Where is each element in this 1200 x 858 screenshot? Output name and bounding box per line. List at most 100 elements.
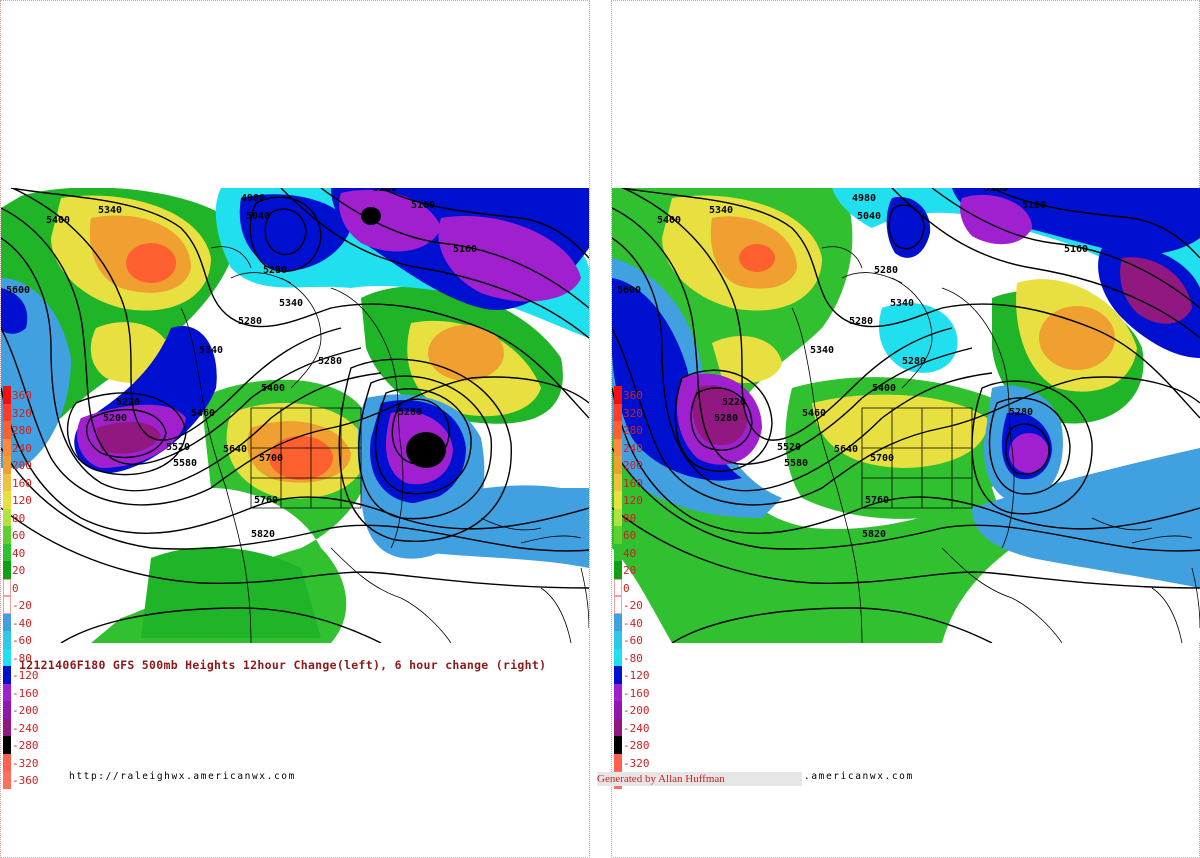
legend-swatch [3,386,11,404]
legend-label: -20 [12,599,32,612]
legend-entry: 240 [3,438,45,456]
svg-text:5340: 5340 [199,345,223,356]
svg-text:5600: 5600 [617,285,641,296]
legend-swatch [614,491,622,509]
legend-entry: -20 [3,596,45,614]
svg-text:5220: 5220 [722,397,746,408]
legend-entry: 40 [614,543,656,561]
legend-label: 120 [623,494,643,507]
legend-entry: -320 [3,753,45,771]
svg-text:5280: 5280 [373,188,397,194]
legend-swatch [614,596,622,614]
svg-text:5280: 5280 [238,316,262,327]
legend-entry: -280 [614,736,656,754]
svg-text:5040: 5040 [857,211,881,222]
svg-text:5400: 5400 [46,215,70,226]
legend-label: -120 [623,669,650,682]
legend-swatch [3,526,11,544]
legend-swatch [614,683,622,701]
legend-entry: 200 [614,456,656,474]
legend-swatch [3,753,11,771]
legend-entry: -200 [614,701,656,719]
legend-label: 120 [12,494,32,507]
svg-text:5520: 5520 [777,442,801,453]
legend-entry: 60 [614,526,656,544]
legend-swatch [614,648,622,666]
svg-text:5280: 5280 [714,413,738,424]
legend-entry: -20 [614,596,656,614]
svg-text:5700: 5700 [259,453,283,464]
right-height-change-map: 5280 4980 5040 5340 5400 5100 5160 5600 … [612,188,1200,643]
legend-entry: -160 [614,683,656,701]
legend-label: 0 [12,581,19,595]
legend-entry: 20 [614,561,656,579]
legend-swatch [614,753,622,771]
svg-text:5280: 5280 [318,356,342,367]
legend-swatch [3,456,11,474]
svg-text:5040: 5040 [246,211,270,222]
legend-label: 160 [12,476,32,490]
legend-label: 80 [12,511,26,525]
svg-text:5600: 5600 [6,285,30,296]
svg-text:5760: 5760 [865,495,889,506]
legend-label: -280 [623,739,650,752]
svg-text:5280: 5280 [263,265,287,276]
legend-swatch [3,613,11,631]
legend-label: 200 [623,459,643,472]
legend-entry: -40 [3,613,45,631]
legend-swatch [3,473,11,491]
legend-label: 360 [12,389,32,402]
svg-text:5760: 5760 [254,495,278,506]
legend-label: 60 [12,529,26,542]
legend-entry: -80 [3,648,45,666]
legend-label: -360 [12,774,39,787]
legend-label: 280 [623,424,643,437]
legend-entry: -40 [614,613,656,631]
svg-text:5280: 5280 [874,265,898,276]
legend-label: -80 [12,651,32,665]
legend-entry: 80 [614,508,656,526]
legend-swatch [614,438,622,456]
legend-label: 280 [12,424,32,437]
legend-entry: -80 [614,648,656,666]
legend-label: 240 [623,441,643,455]
legend-label: 0 [623,581,630,595]
svg-text:5340: 5340 [890,298,914,309]
svg-text:5460: 5460 [802,408,826,419]
legend-swatch [614,456,622,474]
legend-swatch [614,666,622,684]
legend-entry: 120 [3,491,45,509]
legend-swatch [3,771,11,789]
svg-text:5160: 5160 [1064,244,1088,255]
legend-swatch [614,736,622,754]
svg-text:5280: 5280 [849,316,873,327]
legend-entry: -160 [3,683,45,701]
legend-entry: -320 [614,753,656,771]
legend-entry: 40 [3,543,45,561]
legend-entry: 160 [614,473,656,491]
svg-text:5820: 5820 [251,529,275,540]
right-color-legend: 360 320 280 240 200 160 120 80 60 40 20 0 -20 -40 -60-… [614,386,656,789]
svg-text:5340: 5340 [279,298,303,309]
svg-text:5400: 5400 [657,215,681,226]
legend-entry: -120 [614,666,656,684]
legend-swatch [614,526,622,544]
legend-entry: 0 [614,578,656,596]
legend-entry: -60 [614,631,656,649]
svg-text:5580: 5580 [784,458,808,469]
svg-text:5100: 5100 [411,200,435,211]
map-caption: 12121406F180 GFS 500mb Heights 12hour Ch… [19,658,547,672]
legend-entry: 160 [3,473,45,491]
legend-swatch [3,438,11,456]
legend-label: 240 [12,441,32,455]
legend-entry: 280 [3,421,45,439]
legend-entry: 360 [3,386,45,404]
svg-text:5820: 5820 [862,529,886,540]
legend-swatch [614,701,622,719]
right-map-panel: 5280 4980 5040 5340 5400 5100 5160 5600 … [597,0,1200,858]
legend-entry: 200 [3,456,45,474]
legend-label: -160 [12,686,39,700]
legend-label: -20 [623,599,643,612]
legend-swatch [3,561,11,579]
legend-entry: -360 [3,771,45,789]
